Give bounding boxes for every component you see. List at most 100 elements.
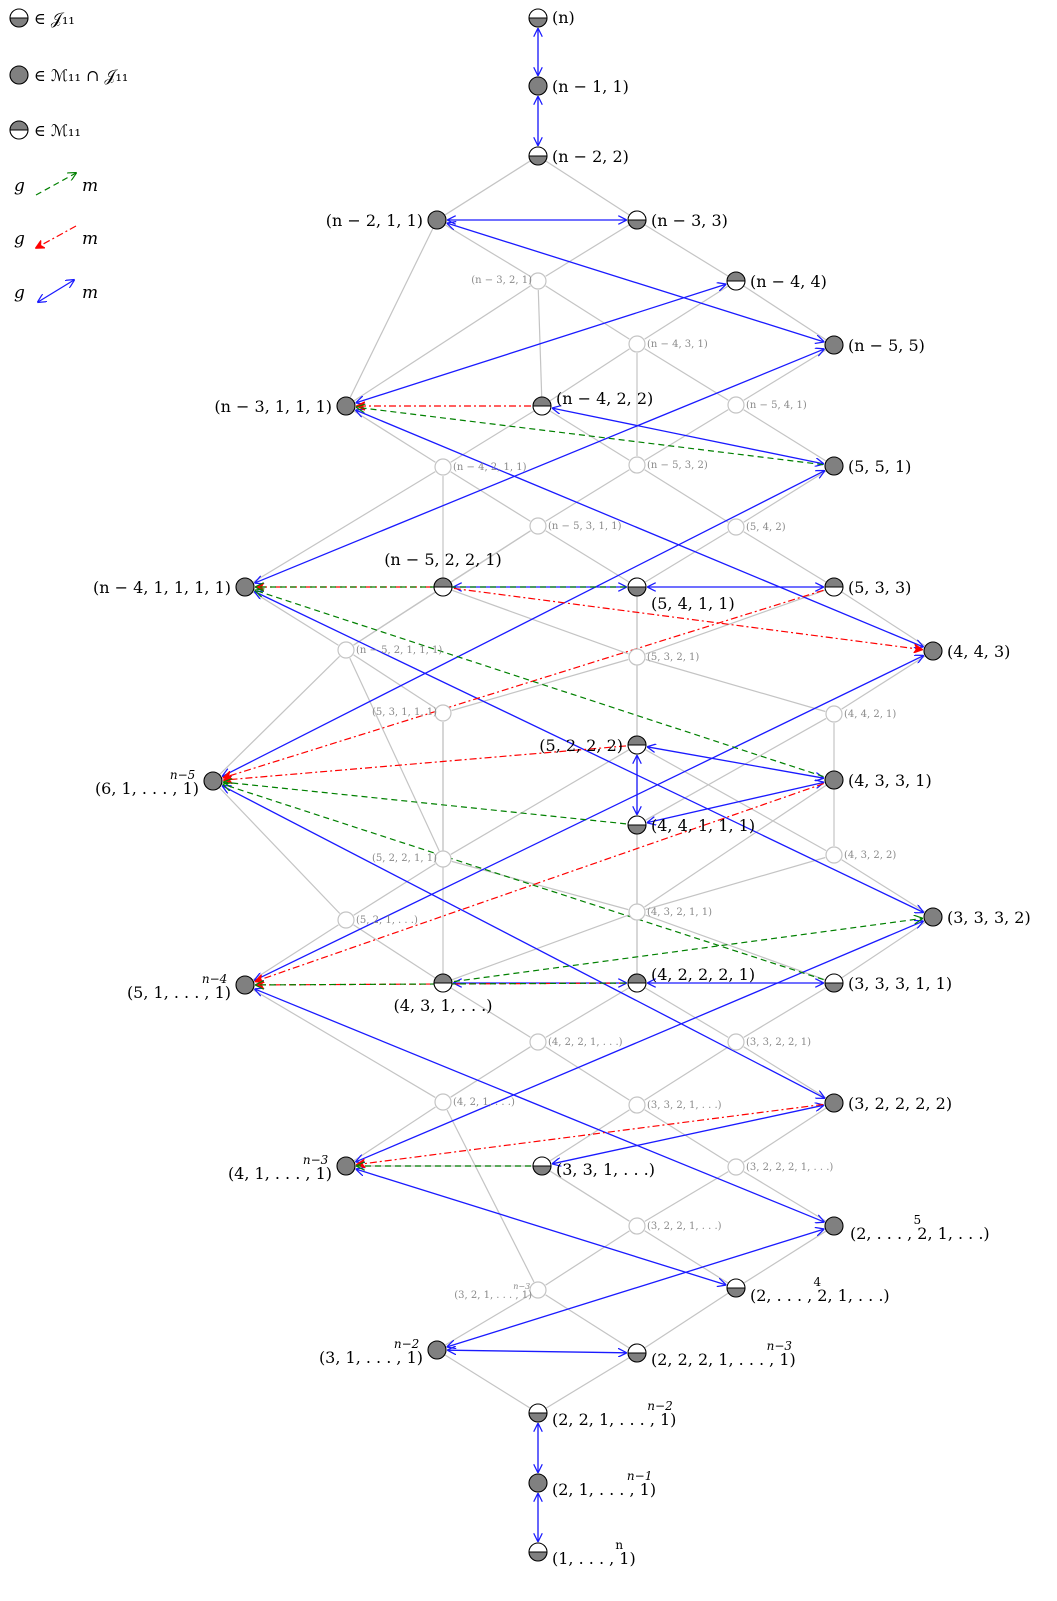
node-p533 <box>824 577 844 597</box>
node-label: (2, . . . , 2, 1, . . .) <box>850 1224 990 1243</box>
hasse-edge <box>444 1294 531 1346</box>
node-p551 <box>824 456 844 476</box>
green-arrow <box>224 782 627 825</box>
node-label-superscript: 4 <box>813 1275 821 1289</box>
hasse-edge <box>545 530 630 583</box>
hasse-edge <box>444 1354 531 1409</box>
hasse-edge <box>644 1292 729 1349</box>
node-p421 <box>434 1093 452 1111</box>
hasse-edge <box>644 348 729 401</box>
node-p3321 <box>628 1096 646 1114</box>
legend-marker-half-top <box>9 120 29 140</box>
node-p1 <box>528 1542 548 1562</box>
hasse-edge <box>444 160 531 216</box>
blue-double-arrow <box>648 782 824 822</box>
hasse-edge <box>444 224 531 277</box>
hasse-edge <box>218 787 341 914</box>
hasse-edge <box>349 657 440 852</box>
node-label: (n − 4, 1, 1, 1, 1) <box>93 578 231 597</box>
node-p321 <box>529 1281 547 1299</box>
node-p5411 <box>627 577 647 597</box>
green-arrow <box>357 407 824 466</box>
node-label: (n − 1, 1) <box>552 77 629 96</box>
node-label: (n) <box>552 8 575 27</box>
legend-g-symbol: g <box>14 229 25 249</box>
hasse-edge <box>353 654 436 709</box>
node-label: (3, 2, 2, 2, 2) <box>848 1094 952 1113</box>
hasse-edge <box>841 655 926 710</box>
node-n44 <box>726 271 746 291</box>
hasse-edge <box>644 531 729 583</box>
node-label: (n − 5, 2, 1, 1, 1) <box>356 645 442 656</box>
blue-double-arrow <box>255 989 824 1222</box>
hasse-edge <box>545 160 630 216</box>
node-label: (5, 2, 2, 2) <box>539 736 623 755</box>
legend: ∈ 𝒥₁₁ ∈ ℳ₁₁ ∩ 𝒥₁₁ ∈ ℳ₁₁ g m g m g m <box>9 8 128 303</box>
node-p3332 <box>923 907 943 927</box>
hasse-edge <box>644 1171 729 1222</box>
node-label: (5, 4, 1, 1) <box>651 594 735 613</box>
node-label: (3, 2, 1, . . . , 1) <box>454 1290 532 1301</box>
hasse-edge <box>549 1109 630 1162</box>
hasse-edge <box>644 224 729 277</box>
node-label: (4, 2, 1, . . .) <box>453 1097 515 1108</box>
legend-text: ∈ ℳ₁₁ ∩ 𝒥₁₁ <box>34 66 128 85</box>
legend-red-arrow <box>36 225 77 248</box>
legend-g-symbol: g <box>14 176 25 196</box>
node-label: (5, 3, 2, 1) <box>647 652 699 663</box>
blue-double-arrow <box>448 1350 626 1353</box>
node-label: (4, 2, 2, 2, 1) <box>651 965 755 984</box>
node-p2521 <box>824 1216 844 1236</box>
blue-double-arrow <box>356 410 923 647</box>
node-label: (1, . . . , 1) <box>552 1549 636 1568</box>
hasse-edge <box>450 471 531 522</box>
hasse-edge <box>644 784 827 908</box>
node-n541 <box>727 396 745 414</box>
hasse-edge <box>644 717 827 822</box>
node-label: (2, 2, 1, . . . , 1) <box>552 1410 676 1429</box>
blue-double-arrow <box>255 349 824 583</box>
hasse-edge <box>743 987 827 1038</box>
node-n33 <box>627 210 647 230</box>
node-label: (4, 4, 3) <box>947 642 1010 661</box>
node-p3221 <box>628 1217 646 1235</box>
node-label: (4, 1, . . . , 1) <box>228 1164 332 1183</box>
node-label: (4, 3, 1, . . .) <box>394 996 493 1015</box>
node-p2221 <box>627 1343 647 1363</box>
node-p51 <box>235 975 255 995</box>
hasse-edge <box>644 987 729 1038</box>
node-n11 <box>528 76 548 96</box>
hasse-edge <box>645 658 826 713</box>
red-arrow <box>224 745 627 780</box>
node-p31 <box>427 1340 447 1360</box>
node-label: (3, 3, 3, 1, 1) <box>848 974 952 993</box>
node-p542 <box>727 518 745 536</box>
partition-labels: (n) (n − 1, 1) (n − 2, 2) (n − 2, 1, 1) (n −… <box>93 8 1031 1568</box>
node-label: (4, 4, 1, 1, 1) <box>651 816 755 835</box>
hasse-edge <box>545 469 630 522</box>
node-label: (5, 2, 2, 1, 1) <box>372 853 437 864</box>
green-arrow <box>453 918 922 983</box>
hasse-edge <box>353 285 531 402</box>
node-p431 <box>433 973 453 993</box>
node-label: (n − 2, 2) <box>552 147 629 166</box>
node-n5221 <box>433 577 453 597</box>
node-label-superscript: n−5 <box>170 768 195 782</box>
node-label: (5, 5, 1) <box>848 457 911 476</box>
node-p4331 <box>824 770 844 790</box>
node-label: (n − 5, 5) <box>848 336 925 355</box>
node-n52111 <box>337 641 355 659</box>
node-label: (4, 4, 2, 1) <box>844 709 896 720</box>
node-n422 <box>532 396 552 416</box>
node-label: (2, 2, 2, 1, . . . , 1) <box>651 1350 796 1369</box>
node-n431 <box>628 335 646 353</box>
node-n3111 <box>336 396 356 416</box>
node-label: (n − 5, 3, 2) <box>647 460 708 471</box>
node-label: (3, 3, 2, 2, 1) <box>746 1037 811 1048</box>
node-label-superscript: n <box>615 1538 623 1552</box>
node-p5321 <box>628 648 646 666</box>
node-p32221 <box>727 1158 745 1176</box>
hasse-edge <box>743 285 827 341</box>
node-label: (5, 3, 3) <box>848 578 911 597</box>
legend-m-symbol: m <box>82 283 98 303</box>
